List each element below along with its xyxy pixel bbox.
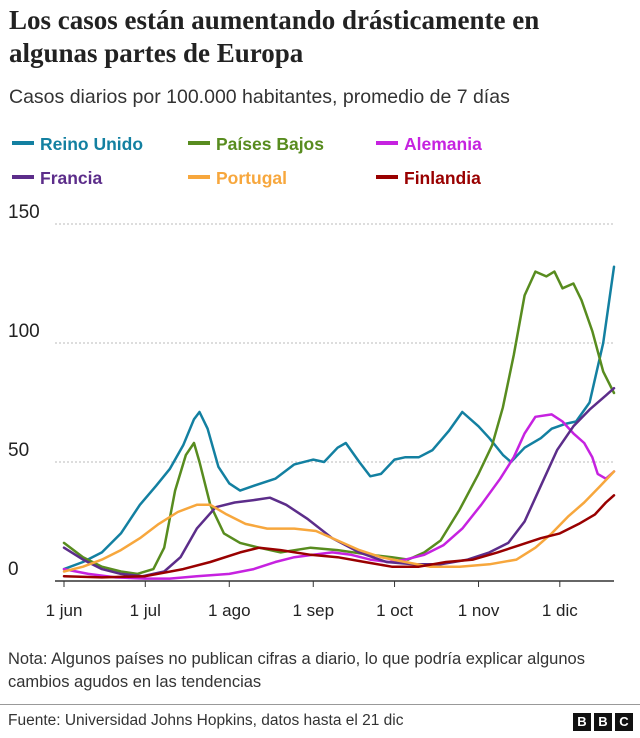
legend-item-finlandia: Finlandia bbox=[376, 168, 481, 189]
series-line-finlandia bbox=[62, 494, 616, 579]
line-chart: 0 50 100 150 1 jun 1 jul 1 ago 1 sep 1 oct 1 nov 1… bbox=[8, 202, 616, 620]
legend-label: Portugal bbox=[216, 168, 287, 188]
legend-label: Alemania bbox=[404, 134, 482, 154]
logo-letter: B bbox=[573, 713, 591, 731]
legend-label: Países Bajos bbox=[216, 134, 324, 154]
series-line-portugal bbox=[62, 470, 616, 573]
legend-item-portugal: Portugal bbox=[188, 168, 287, 189]
legend-swatch bbox=[376, 141, 398, 146]
x-tick-label: 1 jul bbox=[130, 601, 161, 620]
y-tick-label: 50 bbox=[8, 440, 29, 461]
legend-label: Francia bbox=[40, 168, 103, 188]
x-tick-label: 1 nov bbox=[458, 601, 500, 620]
chart-subtitle: Casos diarios por 100.000 habitantes, pr… bbox=[9, 86, 510, 108]
legend-swatch bbox=[188, 175, 210, 180]
legend-swatch bbox=[188, 141, 210, 146]
y-tick-label: 150 bbox=[8, 202, 40, 223]
legend-swatch bbox=[376, 175, 398, 180]
footer-divider bbox=[0, 704, 640, 705]
legend-item-alemania: Alemania bbox=[376, 134, 482, 155]
series-line-francia bbox=[62, 386, 616, 578]
legend-swatch bbox=[12, 141, 34, 146]
x-tick-label: 1 ago bbox=[208, 601, 251, 620]
series-line-reino-unido bbox=[62, 265, 616, 571]
legend-item-francia: Francia bbox=[12, 168, 102, 189]
x-tick-label: 1 sep bbox=[292, 601, 334, 620]
source-text: Fuente: Universidad Johns Hopkins, datos… bbox=[8, 712, 404, 729]
series-line-alemania bbox=[62, 413, 616, 580]
y-tick-label: 100 bbox=[8, 321, 40, 342]
x-tick-label: 1 dic bbox=[542, 601, 578, 620]
legend-label: Reino Unido bbox=[40, 134, 144, 154]
x-tick-label: 1 oct bbox=[376, 601, 413, 620]
logo-letter: C bbox=[615, 713, 633, 731]
legend-swatch bbox=[12, 175, 34, 180]
legend-item-paises-bajos: Países Bajos bbox=[188, 134, 324, 155]
x-tick-label: 1 jun bbox=[46, 601, 83, 620]
legend-label: Finlandia bbox=[404, 168, 481, 188]
y-tick-label: 0 bbox=[8, 559, 19, 580]
chart-title: Los casos están aumentando drásticamente… bbox=[9, 5, 540, 68]
bbc-logo: B B C bbox=[573, 713, 633, 731]
legend-item-reino-unido: Reino Unido bbox=[12, 134, 143, 155]
logo-letter: B bbox=[594, 713, 612, 731]
chart-note: Nota: Algunos países no publican cifras … bbox=[8, 650, 585, 691]
